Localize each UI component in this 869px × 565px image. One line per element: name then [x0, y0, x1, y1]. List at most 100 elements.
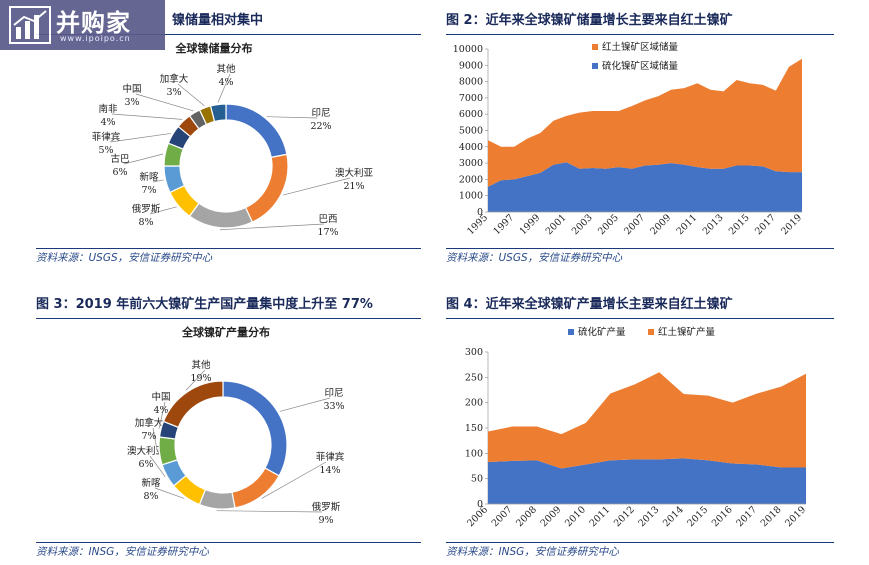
panel-title: 镍储量相对集中 [172, 13, 264, 28]
leader-line [123, 153, 164, 165]
pie-slice [209, 103, 227, 123]
legend-label: 硫化矿产量 [578, 326, 626, 338]
source-rule [446, 248, 834, 249]
leader-line [177, 83, 205, 107]
pie-slice [162, 380, 224, 429]
source-note: 资料来源：USGS，安信证券研究中心 [36, 252, 213, 264]
panel-title: 图 4：近年来全球镍矿产量增长主要来自红土镍矿 [446, 297, 733, 312]
area-series [488, 58, 802, 187]
pie-slice [244, 153, 289, 223]
slice-value: 19% [190, 373, 211, 384]
slice-label: 俄罗斯 [132, 203, 161, 215]
leader-line [154, 487, 185, 499]
reserves-area-chart: 0 1000 2000 3000 4000 5000 6000 7000 8000 9000 100… [453, 41, 804, 237]
pie-slice [222, 380, 288, 477]
title-rule [446, 318, 834, 319]
pie-slice [158, 436, 179, 466]
source-note: 资料来源：USGS，安信证券研究中心 [446, 252, 623, 264]
y-tick-label: 50 [471, 474, 483, 485]
legend-swatch [592, 63, 598, 69]
slice-value: 3% [166, 87, 181, 98]
leader-line [282, 177, 351, 196]
y-tick-label: 3000 [459, 158, 483, 169]
y-tick-label: 150 [465, 423, 483, 434]
x-tick-label: 2011 [588, 504, 613, 529]
watermark-logo: 并购家 www.ipoipo.cn [0, 0, 165, 50]
pie-slice [231, 467, 280, 509]
legend-label: 红土镍矿产量 [658, 326, 716, 338]
slice-value: 22% [310, 121, 331, 132]
slice-value: 6% [138, 459, 153, 470]
legend-label: 红土镍矿区域储量 [602, 41, 679, 53]
leader-line [279, 397, 331, 412]
chart-title: 全球镍储量分布 [175, 41, 253, 55]
slice-label: 新喀 [139, 171, 159, 183]
x-tick-label: 2017 [753, 212, 778, 237]
x-tick-label: 2006 [465, 504, 490, 529]
slice-label: 澳大利亚 [127, 445, 166, 457]
leader-line [261, 461, 327, 499]
area-series [488, 162, 802, 212]
leader-line [149, 206, 177, 215]
panel-production-area: 图 4：近年来全球镍矿产量增长主要来自红土镍矿 0 50 100 150 200 250 3… [446, 294, 836, 562]
slice-value: 4% [153, 405, 168, 416]
x-tick-label: 2015 [727, 212, 752, 237]
x-tick-label: 2005 [596, 212, 621, 237]
slice-value: 17% [317, 227, 338, 238]
chart-title: 全球镍矿产量分布 [181, 325, 270, 339]
x-tick-label: 1997 [491, 212, 516, 237]
x-tick-label: 2016 [710, 504, 735, 529]
x-tick-label: 2019 [783, 504, 808, 529]
pie-slice [225, 103, 288, 159]
title-rule [36, 34, 421, 35]
x-tick-label: 2013 [701, 212, 726, 237]
area-series [488, 372, 806, 469]
slice-value: 7% [141, 185, 156, 196]
chart-logo-icon [9, 6, 51, 44]
legend-label: 硫化镍矿区域储量 [602, 60, 679, 72]
slice-label: 澳大利亚 [335, 167, 374, 179]
slice-label: 中国 [122, 83, 141, 95]
slice-value: 4% [218, 77, 233, 88]
y-tick-label: 2000 [459, 174, 483, 185]
panel-production-pie: 图 3：2019 年前六大镍矿生产国产量集中度上升至 77% 全球镍矿产量分布印… [36, 294, 436, 562]
slice-label: 南非 [98, 103, 118, 115]
slice-label: 巴西 [318, 214, 337, 225]
source-rule [36, 248, 421, 249]
slice-label: 新喀 [141, 477, 161, 489]
panel-reserves-pie: 镍储量相对集中 全球镍储量分布 印尼 22% 澳大利亚 21% 巴西 17% 俄罗斯 8% 新喀 7… [36, 8, 436, 268]
leader-line [185, 369, 206, 391]
slice-label: 中国 [151, 391, 170, 403]
slice-value: 8% [138, 217, 153, 228]
slice-value: 8% [143, 491, 158, 502]
area-series [488, 458, 806, 504]
legend-swatch [648, 329, 654, 335]
source-note: 资料来源：INSG，安信证券研究中心 [446, 546, 619, 558]
leader-line [266, 116, 318, 119]
y-tick-label: 300 [465, 347, 483, 358]
y-tick-label: 0 [477, 499, 483, 510]
slice-value: 4% [100, 117, 115, 128]
panel-title: 图 3：2019 年前六大镍矿生产国产量集中度上升至 77% [36, 297, 373, 312]
panel-title: 图 2：近年来全球镍矿储量增长主要来自红土镍矿 [446, 13, 733, 28]
leader-line [135, 93, 194, 112]
x-tick-label: 2008 [514, 504, 539, 529]
x-tick-label: 1999 [518, 212, 543, 237]
x-tick-label: 2014 [661, 504, 686, 529]
x-tick-label: 2015 [685, 504, 710, 529]
leader-line [111, 113, 183, 120]
slice-value: 14% [319, 465, 340, 476]
leader-line [152, 427, 158, 452]
slice-label: 加拿大 [160, 73, 189, 85]
y-tick-label: 10000 [453, 44, 483, 55]
panel-reserves-area: 图 2：近年来全球镍矿储量增长主要来自红土镍矿 0 1000 2000 3000 400… [446, 8, 836, 268]
leader-line [217, 73, 231, 103]
slice-value: 7% [141, 431, 156, 442]
x-tick-label: 2013 [636, 504, 661, 529]
y-tick-label: 9000 [459, 60, 483, 71]
slice-label: 印尼 [311, 107, 330, 119]
y-tick-label: 5000 [459, 126, 483, 137]
